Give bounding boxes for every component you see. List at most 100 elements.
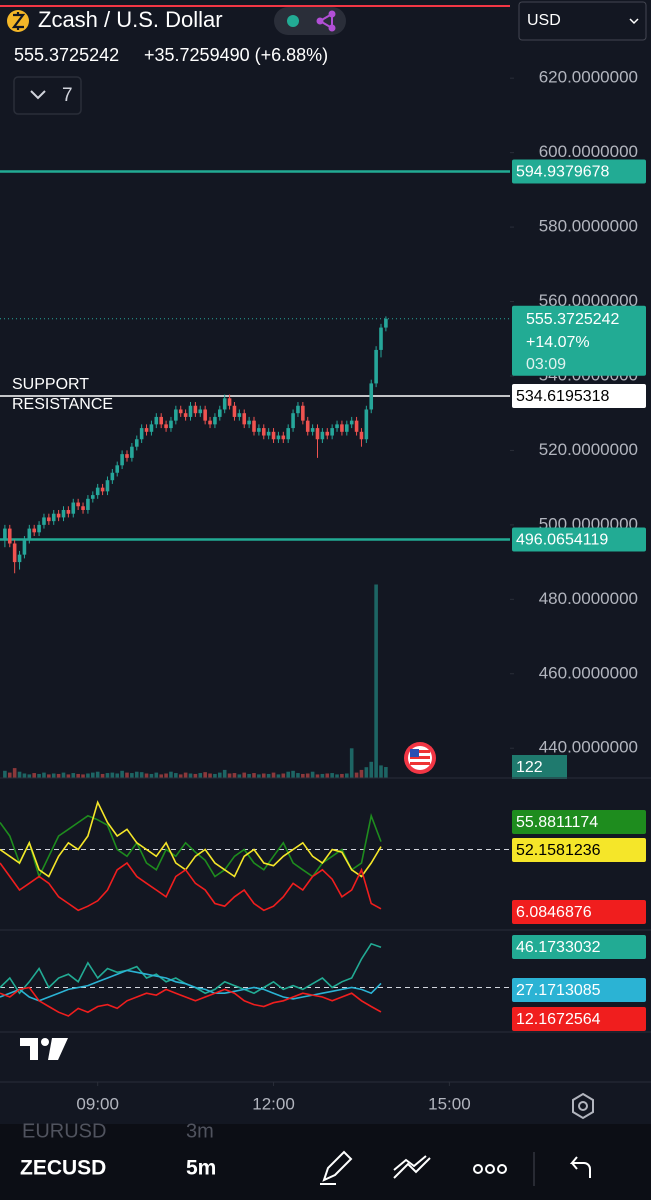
candle-body [95,487,100,496]
volume-bar [3,770,7,778]
volume-bar [310,771,315,778]
y-tick-label: 620.0000000 [539,68,638,87]
more-icon[interactable] [473,1164,507,1174]
indicator-value-box [512,900,646,924]
volume-bar [218,772,222,778]
candle-body [178,409,183,414]
candle-body [100,487,105,492]
trend-icon[interactable] [393,1155,431,1179]
candle-body [130,446,134,458]
level-label-box [512,384,646,409]
candle-body [193,405,198,414]
volume-bar [237,774,242,778]
volume-bar [110,772,115,778]
candle-body [174,409,178,421]
last-price: 555.3725242 [14,45,119,65]
indicator-line [0,861,382,912]
volume-bar [261,773,266,778]
candle-body [91,495,95,499]
volume-bar [222,769,227,778]
candle-body [27,528,32,540]
currency-select[interactable] [518,1,647,41]
volume-bar [203,772,207,778]
candle-body [32,528,36,533]
candle-body [330,428,334,436]
indicator-value-box [512,810,646,834]
candle-body [47,517,51,522]
candle-body [296,405,300,414]
volume-bar [120,770,124,778]
candle-body [310,428,315,432]
volume-bar [227,773,232,778]
volume-bar [364,767,369,778]
indicator-value-box [512,935,646,959]
candle-body [164,424,168,429]
candle-body [320,431,325,440]
volume-bar [100,773,105,778]
volume-bar [178,774,183,778]
indicator-count: 7 [62,85,73,106]
volume-bar [159,774,163,778]
level-note: SUPPORT [12,376,89,393]
candle-body [379,327,383,350]
volume-bar [379,765,383,778]
level-label: 534.6195318 [516,388,610,405]
candle-body [349,420,354,425]
volume-bar [115,773,120,778]
volume-bar [301,773,305,778]
y-tick-label: 480.0000000 [539,589,638,608]
volume-bar [315,774,320,778]
volume-bar [198,773,203,778]
candle-body [281,435,286,440]
volume-bar [291,770,295,778]
flag-icon[interactable] [404,742,436,774]
symbol[interactable]: ZECUSD [20,1157,106,1180]
x-tick-label: 09:00 [76,1094,119,1113]
settings-icon[interactable] [572,1092,594,1120]
indicator-value-box [512,1007,646,1031]
volume-bar [139,772,144,778]
volume-bar [154,772,159,778]
share-icon[interactable] [316,10,336,32]
indicators-toggle[interactable] [13,76,82,115]
y-tick-label: 580.0000000 [539,217,638,236]
volume-bar [320,773,325,778]
volume-bar [134,771,139,778]
level-label-box [512,159,646,184]
candle-body [71,502,76,514]
candle-body [76,502,80,507]
volume-bar [335,774,339,778]
indicator-line [0,969,382,1002]
volume-bar [188,773,193,778]
candle-body [12,543,17,563]
interval[interactable]: 5m [186,1157,216,1180]
candle-body [42,517,46,525]
volume-bar [281,773,286,778]
volume-bar [325,773,330,778]
candle-body [340,424,344,432]
prev-interval[interactable]: 3m [186,1120,214,1142]
draw-icon[interactable] [320,1150,353,1185]
volume-bar [247,773,251,778]
candle-body [159,416,163,425]
symbol-name[interactable]: Zcash / U.S. Dollar [38,7,223,32]
candle-body [374,349,378,384]
volume-bar [71,773,76,778]
prev-symbol[interactable]: EURUSD [22,1120,106,1142]
candle-body [7,528,12,544]
undo-icon[interactable] [569,1156,591,1178]
candle-body [359,431,364,440]
volume-bar [208,773,212,778]
candle-body [105,480,110,492]
status-pill[interactable] [274,7,346,35]
dropdown-icon [629,18,639,25]
candle-body [3,528,7,540]
candle-body [242,413,247,425]
volume-bar [125,772,129,778]
volume-bar [91,772,95,778]
volume-bar [286,771,290,778]
candle-body [232,405,237,417]
y-tick-label: 460.0000000 [539,663,638,682]
candle-body [134,439,139,447]
